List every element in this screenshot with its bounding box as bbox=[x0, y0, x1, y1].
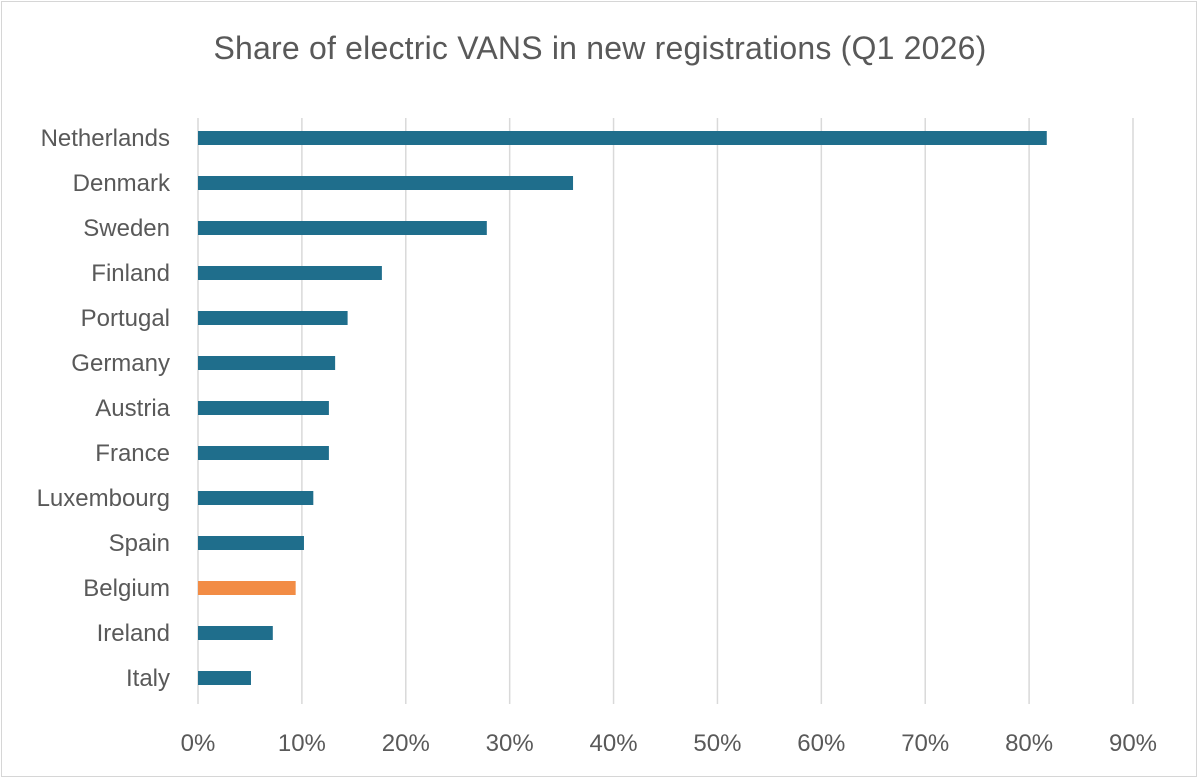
bar-belgium bbox=[198, 581, 296, 595]
category-label: Denmark bbox=[73, 170, 171, 197]
bar-denmark bbox=[198, 176, 574, 190]
x-axis-tick-labels: 0% 10% 20% 30% 40% 50% 60% 70% 80% 90% bbox=[181, 730, 1157, 757]
bar-ireland bbox=[198, 626, 273, 640]
x-tick-label: 60% bbox=[797, 730, 845, 757]
category-label: Belgium bbox=[83, 575, 170, 602]
category-label: Sweden bbox=[83, 215, 170, 242]
bar-sweden bbox=[198, 221, 487, 235]
gridlines bbox=[197, 118, 1134, 704]
category-label: Ireland bbox=[97, 620, 170, 647]
bar-spain bbox=[198, 536, 304, 550]
category-label: Portugal bbox=[81, 305, 170, 332]
bars bbox=[198, 131, 1047, 685]
bar-italy bbox=[198, 671, 251, 685]
category-label: Finland bbox=[91, 260, 170, 287]
category-label: Luxembourg bbox=[37, 485, 170, 512]
x-tick-label: 50% bbox=[693, 730, 741, 757]
bar-france bbox=[198, 446, 329, 460]
category-label: Italy bbox=[126, 665, 170, 692]
category-label: Spain bbox=[109, 530, 170, 557]
bar-luxembourg bbox=[198, 491, 314, 505]
category-labels: Netherlands Denmark Sweden Finland Portugal G… bbox=[37, 125, 171, 692]
bar-finland bbox=[198, 266, 382, 280]
x-tick-label: 20% bbox=[382, 730, 430, 757]
chart-title: Share of electric VANS in new registrati… bbox=[213, 30, 987, 66]
bar-portugal bbox=[198, 311, 348, 325]
x-tick-label: 30% bbox=[486, 730, 534, 757]
x-tick-label: 80% bbox=[1005, 730, 1053, 757]
category-label: France bbox=[95, 440, 170, 467]
x-tick-label: 40% bbox=[590, 730, 638, 757]
x-tick-label: 10% bbox=[278, 730, 326, 757]
bar-germany bbox=[198, 356, 336, 370]
x-tick-label: 90% bbox=[1109, 730, 1157, 757]
bar-netherlands bbox=[198, 131, 1047, 145]
category-label: Austria bbox=[95, 395, 170, 422]
x-tick-label: 0% bbox=[181, 730, 216, 757]
category-label: Germany bbox=[71, 350, 170, 377]
category-label: Netherlands bbox=[41, 125, 170, 152]
x-tick-label: 70% bbox=[901, 730, 949, 757]
bar-austria bbox=[198, 401, 329, 415]
